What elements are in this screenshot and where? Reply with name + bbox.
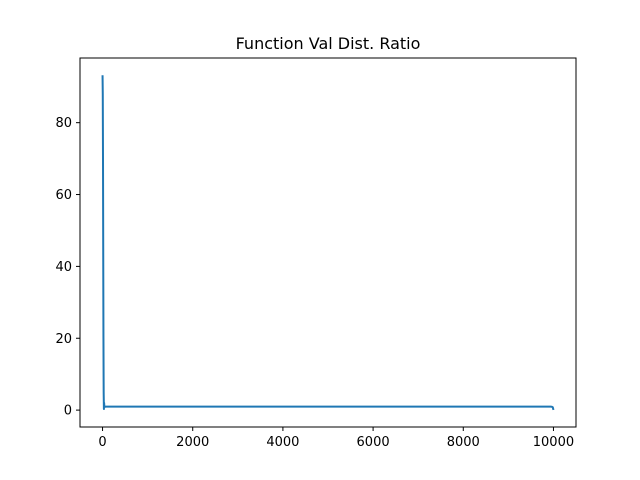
x-tick-label: 2000 [176, 435, 209, 450]
x-tick-label: 10000 [533, 435, 574, 450]
y-tick-label: 20 [55, 332, 72, 347]
x-tick-label: 0 [98, 435, 106, 450]
series-line-0 [101, 75, 555, 411]
axes: 0 2000 4000 6000 8000 10000 0 20 40 60 80 [55, 57, 577, 450]
y-tick-label: 0 [64, 404, 72, 419]
plot-area [101, 75, 555, 411]
axes-frame [79, 57, 577, 428]
y-tick-label: 40 [55, 260, 72, 275]
chart-title: Function Val Dist. Ratio [236, 34, 421, 53]
y-tick-label: 60 [55, 188, 72, 203]
x-tick-label: 4000 [266, 435, 299, 450]
x-tick-label: 8000 [447, 435, 480, 450]
x-tick-label: 6000 [357, 435, 390, 450]
y-tick-label: 80 [55, 116, 72, 131]
